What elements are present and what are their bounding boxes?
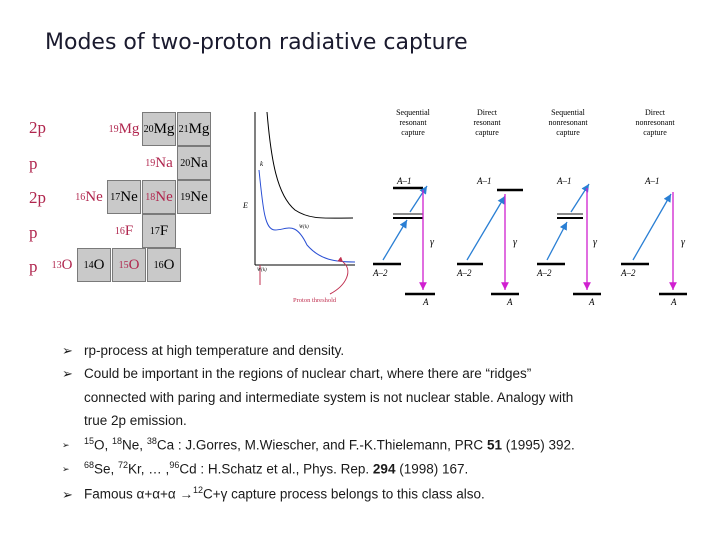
axis-label-k: k <box>260 160 264 168</box>
gamma-label: γ <box>681 237 686 248</box>
list-item: ➢ Could be important in the regions of nu… <box>62 366 532 381</box>
level-label-lower: A–2 <box>620 268 636 278</box>
axis-label-e: E <box>242 201 248 210</box>
nuclide-cell: 18 Ne <box>142 180 176 214</box>
nuclear-chart: 2p p 2p p p 19 Mg 20 Mg 21 Mg 19 Na 20 Na 16 N… <box>25 108 225 283</box>
capture-modes-diagram: E k W(k) W(k) Proton threshold Sequentia… <box>242 108 687 307</box>
list-item: ➢ 15O, 18Ne, 38Ca : J.Gorres, M.Wiescher,… <box>62 436 575 453</box>
level-label-upper: A–1 <box>556 176 572 186</box>
capture-mode-column: A–1 A–2 A γ <box>372 176 435 307</box>
nuclide-cell: 13 O <box>45 248 79 282</box>
column-header-line: Direct <box>645 108 666 117</box>
potential-plot: E k W(k) W(k) Proton threshold <box>242 111 356 304</box>
row-label: p <box>29 257 38 276</box>
column-header-line: resonant <box>473 118 501 127</box>
nuclide-cell: 15 O <box>112 248 146 282</box>
arrow-bullet-icon: ➢ <box>62 439 70 450</box>
proton-threshold-label: Proton threshold <box>293 297 337 304</box>
column-header-line: Sequential <box>396 108 431 117</box>
row-label: 2p <box>29 118 46 137</box>
list-item: ➢ 68Se, 72Kr, … ,96Cd : H.Schatz et al., … <box>62 460 469 477</box>
threshold-pointer <box>329 256 349 295</box>
capture-mode-column: A–1 A–2 A γ <box>620 176 687 307</box>
level-label-upper: A–1 <box>396 176 412 186</box>
row-label: p <box>29 223 38 242</box>
list-item: ➢ Famous α+α+α →12C+γ capture process bel… <box>62 485 485 502</box>
column-header-line: capture <box>643 128 667 137</box>
column-header-line: Direct <box>477 108 498 117</box>
slide-title: Modes of two-proton radiative capture <box>45 30 468 55</box>
nuclide-cell: 14 O <box>77 248 111 282</box>
nuclide-cell: 16 F <box>107 214 141 248</box>
level-label-upper: A–1 <box>476 176 492 186</box>
arrow-bullet-icon: ➢ <box>62 343 73 358</box>
row-label: p <box>29 154 38 173</box>
column-header-line: nonresonant <box>548 118 588 127</box>
level-label-upper: A–1 <box>644 176 660 186</box>
column-header-line: Sequential <box>551 108 586 117</box>
gamma-label: γ <box>593 237 598 248</box>
capture-mode-column: A–1 A–2 A γ <box>456 176 523 307</box>
level-label-lower: A–2 <box>372 268 388 278</box>
list-item-continuation: true 2p emission. <box>84 413 187 428</box>
arrow-bullet-icon: ➢ <box>62 366 73 381</box>
level-label-final: A <box>588 297 595 307</box>
arrow-bullet-icon: ➢ <box>62 486 73 502</box>
nuclide-cell: 20 Na <box>177 146 211 180</box>
level-label-final: A <box>422 297 429 307</box>
wavefunction-curve <box>258 169 356 263</box>
list-item-continuation: connected with paring and intermediate s… <box>84 390 574 405</box>
nuclide-cell: 21 Mg <box>177 112 211 146</box>
arrow-bullet-icon: ➢ <box>62 463 70 474</box>
nuclide-cell: 16 Ne <box>72 180 106 214</box>
nuclide-cell: 19 Mg <box>107 112 141 146</box>
column-header-line: nonresonant <box>635 118 675 127</box>
nuclide-cell: 17 F <box>142 214 176 248</box>
curve-label: W(k) <box>257 268 267 273</box>
column-header-line: resonant <box>399 118 427 127</box>
level-label-lower: A–2 <box>456 268 472 278</box>
capture-mode-column: A–1 A–2 A γ <box>536 176 601 307</box>
nuclide-cell: 19 Ne <box>177 180 211 214</box>
column-header-line: capture <box>401 128 425 137</box>
potential-curve <box>266 111 354 219</box>
curve-label: W(k) <box>299 225 309 230</box>
gamma-label: γ <box>513 237 518 248</box>
column-header-line: capture <box>556 128 580 137</box>
nuclide-cell: 19 Na <box>142 146 176 180</box>
nuclide-cell: 17 Ne <box>107 180 141 214</box>
column-header-line: capture <box>475 128 499 137</box>
level-label-final: A <box>506 297 513 307</box>
row-label: 2p <box>29 188 46 207</box>
level-label-final: A <box>670 297 677 307</box>
list-item: ➢ rp-process at high temperature and dens… <box>62 343 345 358</box>
gamma-label: γ <box>430 237 435 248</box>
nuclide-cell: 16 O <box>147 248 181 282</box>
level-label-lower: A–2 <box>536 268 552 278</box>
nuclide-cell: 20 Mg <box>142 112 176 146</box>
